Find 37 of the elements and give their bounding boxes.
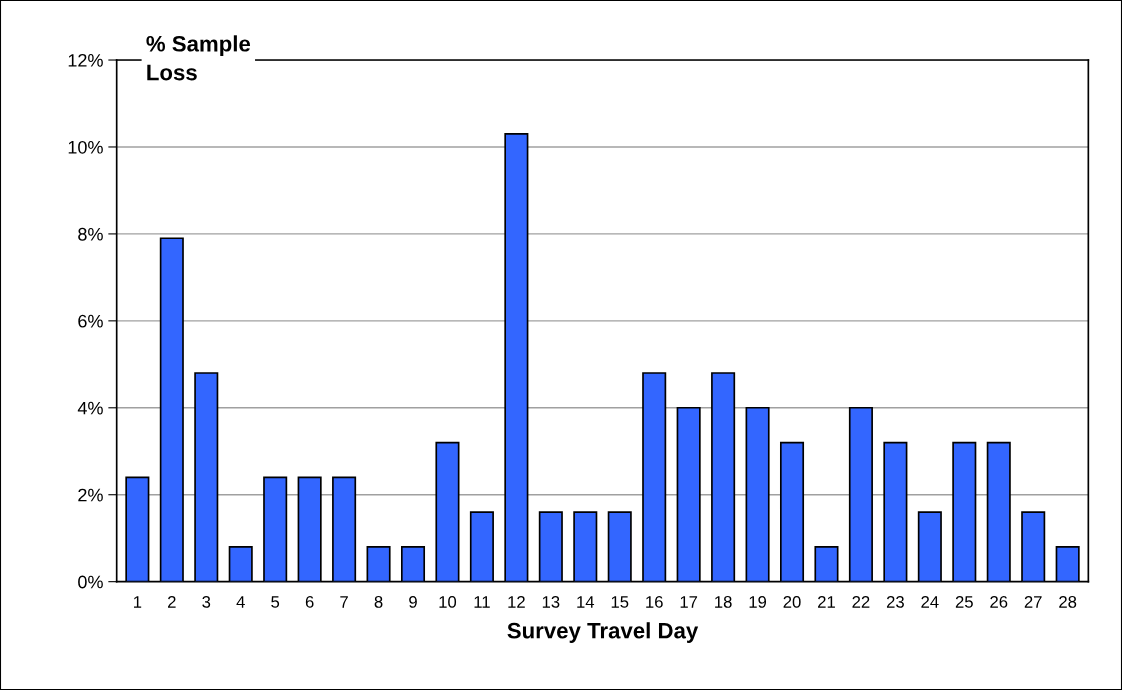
- x-tick-label: 28: [1059, 596, 1077, 608]
- x-tick-label: 7: [340, 596, 348, 608]
- x-tick-label: 15: [611, 596, 629, 608]
- y-tick-label: 10%: [68, 140, 103, 154]
- x-tick-label: 2: [168, 596, 176, 608]
- x-tick-label: 9: [409, 596, 417, 608]
- x-tick-label: 20: [783, 596, 801, 608]
- x-tick-label: 4: [236, 596, 245, 608]
- x-tick-label: 3: [202, 596, 211, 608]
- x-tick-label: 14: [577, 596, 595, 608]
- x-tick-label: 19: [749, 596, 767, 608]
- x-tick-label: 12: [508, 596, 525, 608]
- y-tick-label: 4%: [77, 401, 103, 415]
- x-tick-label: 21: [818, 596, 835, 608]
- x-tick-label: 24: [921, 596, 939, 608]
- x-tick-label: 25: [955, 596, 973, 608]
- x-tick-label: 5: [271, 596, 280, 608]
- y-tick-label: 6%: [78, 314, 103, 328]
- x-tick-label: 22: [852, 596, 870, 608]
- x-tick-label: 6: [305, 596, 314, 608]
- x-tick-label: 27: [1024, 596, 1042, 608]
- x-tick-label: 18: [715, 596, 732, 608]
- x-tick-label: 8: [374, 596, 383, 608]
- x-tick-label: 26: [990, 596, 1008, 608]
- y-tick-label: 8%: [78, 227, 103, 241]
- y-axis-title: % Sample Loss: [146, 35, 251, 81]
- y-tick-label: 0%: [78, 575, 103, 589]
- x-tick-label: 10: [439, 596, 457, 608]
- x-tick-label: 17: [680, 596, 698, 608]
- x-tick-label: 23: [886, 596, 904, 608]
- x-tick-label: 13: [542, 596, 560, 608]
- y-tick-label: 12%: [68, 53, 103, 67]
- x-tick-label: 11: [474, 596, 490, 608]
- y-tick-label: 2%: [78, 488, 103, 502]
- x-tick-label: 1: [134, 596, 142, 608]
- x-axis-title: Survey Travel Day: [507, 622, 699, 643]
- x-tick-label: 16: [646, 596, 663, 608]
